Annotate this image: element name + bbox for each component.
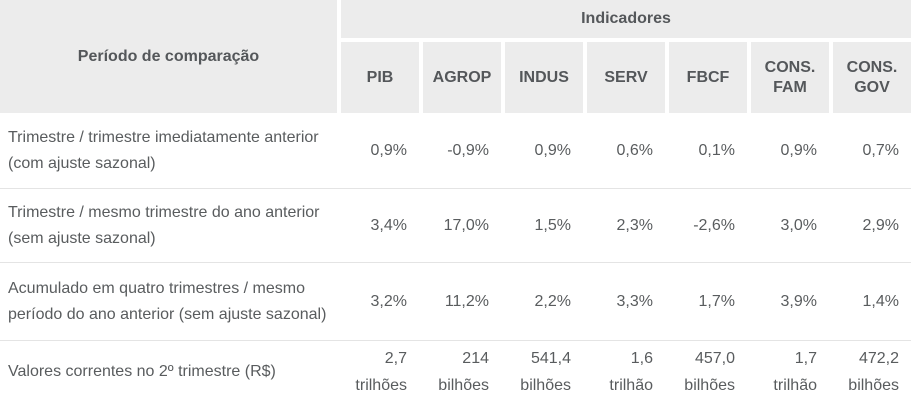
table-row: Trimestre / trimestre imediatamente ante… [0, 113, 911, 188]
value-cell: 2,2% [534, 293, 571, 310]
value-cell: 3,9% [780, 293, 817, 310]
indicators-group-header: Indicadores [341, 0, 911, 38]
row-label: Acumulado em quatro trimestres / mesmo p… [8, 279, 327, 323]
column-header-indus: INDUS [505, 42, 583, 113]
column-header-cons-gov: CONS. GOV [833, 42, 911, 113]
table-row: Trimestre / mesmo trimestre do ano anter… [0, 188, 911, 262]
value-cell: 1,5% [534, 217, 571, 234]
column-header-fbcf: FBCF [669, 42, 747, 113]
value-cell: 3,0% [780, 217, 817, 234]
value-cell: 0,9% [534, 142, 571, 159]
value-cell: -2,6% [693, 217, 735, 234]
value-cell: 1,7 trilhão [773, 349, 817, 394]
value-cell: 3,4% [370, 217, 407, 234]
value-cell: 2,9% [862, 217, 899, 234]
table-header: Período de comparação Indicadores PIB AG… [0, 0, 911, 113]
row-label: Trimestre / trimestre imediatamente ante… [8, 128, 319, 172]
value-cell: 457,0 bilhões [684, 349, 735, 394]
row-group-header: Período de comparação [0, 0, 337, 113]
column-header-agrop: AGROP [423, 42, 501, 113]
value-cell: 214 bilhões [438, 349, 489, 394]
value-cell: 0,1% [698, 142, 735, 159]
value-cell: 3,2% [370, 293, 407, 310]
value-cell: 2,7 trilhões [355, 349, 407, 394]
value-cell: 0,7% [862, 142, 899, 159]
value-cell: -0,9% [447, 142, 489, 159]
value-cell: 472,2 bilhões [848, 349, 899, 394]
value-cell: 1,4% [862, 293, 899, 310]
value-cell: 2,3% [616, 217, 653, 234]
value-cell: 0,9% [780, 142, 817, 159]
row-label: Trimestre / mesmo trimestre do ano anter… [8, 203, 320, 247]
value-cell: 0,6% [616, 142, 653, 159]
value-cell: 17,0% [443, 217, 489, 234]
value-cell: 0,9% [370, 142, 407, 159]
column-header-cons-fam: CONS. FAM [751, 42, 829, 113]
table-row: Valores correntes no 2º trimestre (R$) 2… [0, 340, 911, 402]
value-cell: 11,2% [444, 293, 489, 310]
row-label: Valores correntes no 2º trimestre (R$) [8, 362, 276, 380]
column-header-pib: PIB [341, 42, 419, 113]
value-cell: 541,4 bilhões [520, 349, 571, 394]
column-header-serv: SERV [587, 42, 665, 113]
value-cell: 3,3% [616, 293, 653, 310]
value-cell: 1,6 trilhão [609, 349, 653, 394]
value-cell: 1,7% [698, 293, 735, 310]
table-row: Acumulado em quatro trimestres / mesmo p… [0, 262, 911, 340]
